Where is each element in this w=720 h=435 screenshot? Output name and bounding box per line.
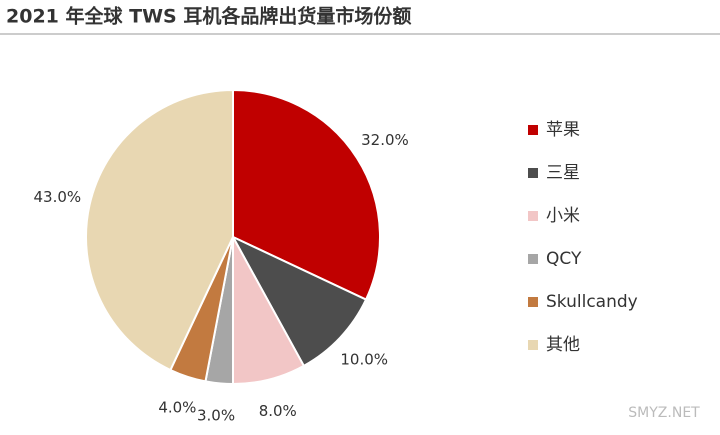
chart-title: 2021 年全球 TWS 耳机各品牌出货量市场份额	[6, 5, 411, 28]
pie-slice	[230, 234, 368, 368]
legend-swatch	[528, 297, 538, 307]
legend-label: 小米	[546, 206, 580, 226]
data-label: 43.0%	[34, 188, 82, 206]
pie-slice	[232, 88, 381, 301]
legend-label: 其他	[546, 335, 580, 355]
legend-swatch	[528, 340, 538, 350]
pie-slice	[85, 88, 234, 372]
watermark: SMYZ.NET	[628, 405, 700, 421]
legend-label: 三星	[546, 163, 580, 183]
legend-swatch	[528, 125, 538, 135]
data-label: 8.0%	[259, 402, 297, 420]
legend-label: QCY	[546, 249, 582, 269]
legend-swatch	[528, 254, 538, 264]
data-label: 4.0%	[158, 399, 196, 417]
data-label: 3.0%	[197, 407, 235, 425]
legend-swatch	[528, 168, 538, 178]
legend-label: 苹果	[546, 120, 580, 140]
data-label: 32.0%	[361, 131, 409, 149]
legend-swatch	[528, 211, 538, 221]
data-label: 10.0%	[340, 351, 388, 369]
legend-label: Skullcandy	[546, 292, 638, 312]
